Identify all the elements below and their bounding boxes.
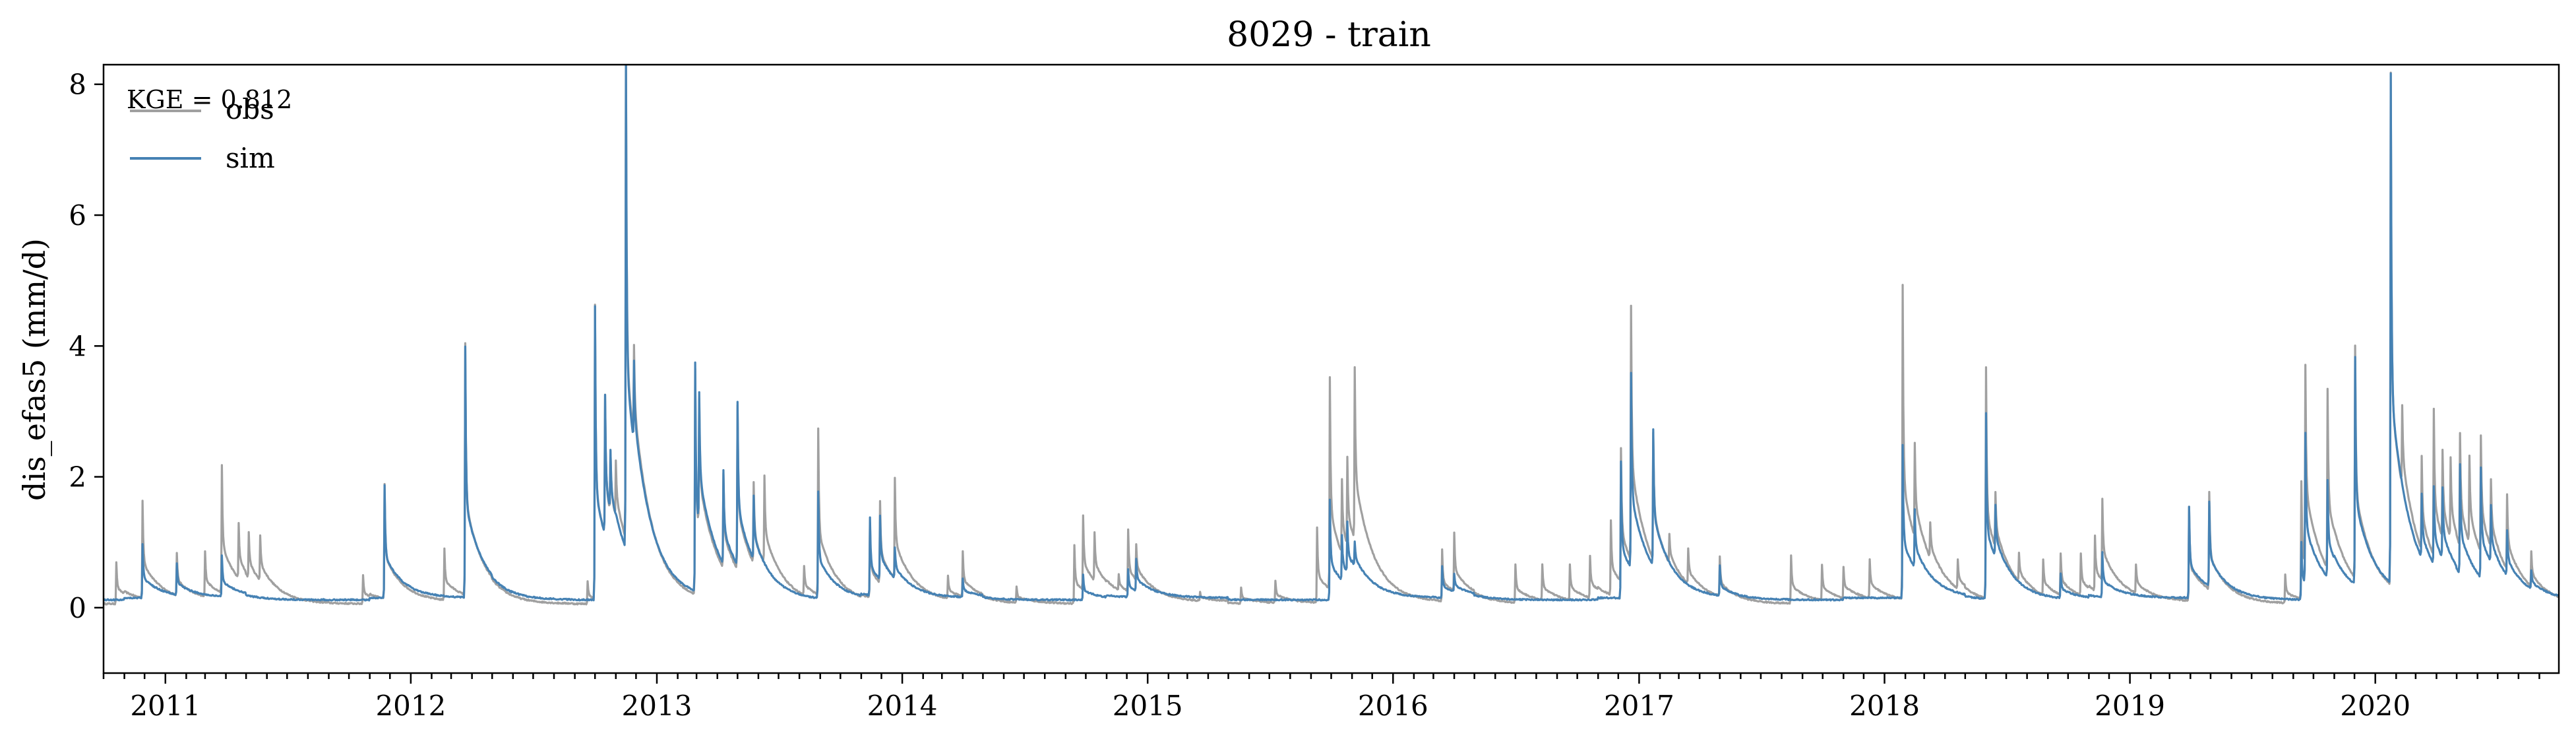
x-axis: 2011 2012 2013 2014 2015 2016 2017 2018 2019 2020	[104, 673, 2539, 722]
x-tick-label: 2015	[1113, 690, 1183, 722]
x-tick-label: 2011	[130, 690, 200, 722]
plot-frame	[104, 65, 2559, 673]
x-tick-label: 2016	[1358, 690, 1428, 722]
x-tick-label: 2018	[1849, 690, 1920, 722]
x-tick-label: 2020	[2340, 690, 2410, 722]
x-tick-label: 2019	[2095, 690, 2165, 722]
y-tick-label: 0	[69, 592, 86, 624]
legend-sim-label: sim	[226, 142, 275, 174]
x-tick-label: 2017	[1604, 690, 1674, 722]
y-axis: 0 2 4 6 8	[69, 69, 104, 624]
y-tick-label: 8	[69, 69, 86, 101]
y-tick-label: 4	[69, 330, 86, 362]
kge-annotation: KGE = 0.812	[127, 85, 292, 114]
series-layer	[104, 46, 2559, 604]
x-tick-label: 2013	[622, 690, 692, 722]
x-tick-label: 2014	[867, 690, 938, 722]
chart-title: 8029 - train	[1227, 15, 1431, 55]
x-tick-label: 2012	[375, 690, 446, 722]
y-tick-label: 6	[69, 199, 86, 232]
y-axis-label: dis_efas5 (mm/d)	[16, 238, 52, 501]
series-line-sim	[104, 56, 2559, 601]
y-tick-label: 2	[69, 461, 86, 494]
